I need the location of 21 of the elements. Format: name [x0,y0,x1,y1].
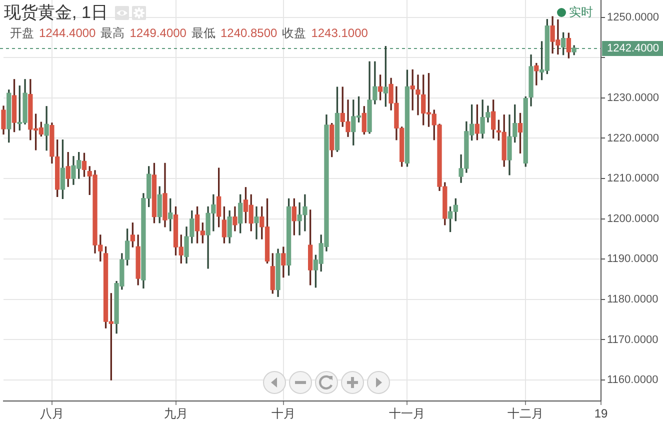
y-tick-label: 1190.0000 [607,253,658,266]
candlestick [254,206,259,240]
y-tick-label: 1160.0000 [607,374,658,386]
x-tick-label: 19 [594,406,608,421]
text: 开盘 1244.4000 最高 1249.4000 最低 1240.8500 收盘 1243.1000 [10,26,368,40]
x-tick-label: 九月 [164,406,188,421]
y-tick-label: 1170.0000 [607,334,658,346]
x-tick-label: 十月 [271,406,296,421]
y-tick-label: 1200.0000 [607,212,659,225]
candlestick [416,74,420,116]
chart-title: 现货黄金, 1日 [4,2,108,23]
y-tick-label: 1210.0000 [607,172,659,185]
annotation: 实时 [569,5,593,19]
x-tick-label: 十二月 [508,406,544,421]
y-tick-label: 1250.0000 [607,11,659,24]
y-tick-label: 1220.0000 [607,132,659,144]
y-tick-label: 1180.0000 [607,293,658,306]
ref-line-label: 1242.4000 [607,42,659,55]
y-tick-label: 1230.0000 [607,92,659,104]
x-tick-label: 十一月 [389,406,426,421]
x-tick-label: 八月 [40,406,64,421]
